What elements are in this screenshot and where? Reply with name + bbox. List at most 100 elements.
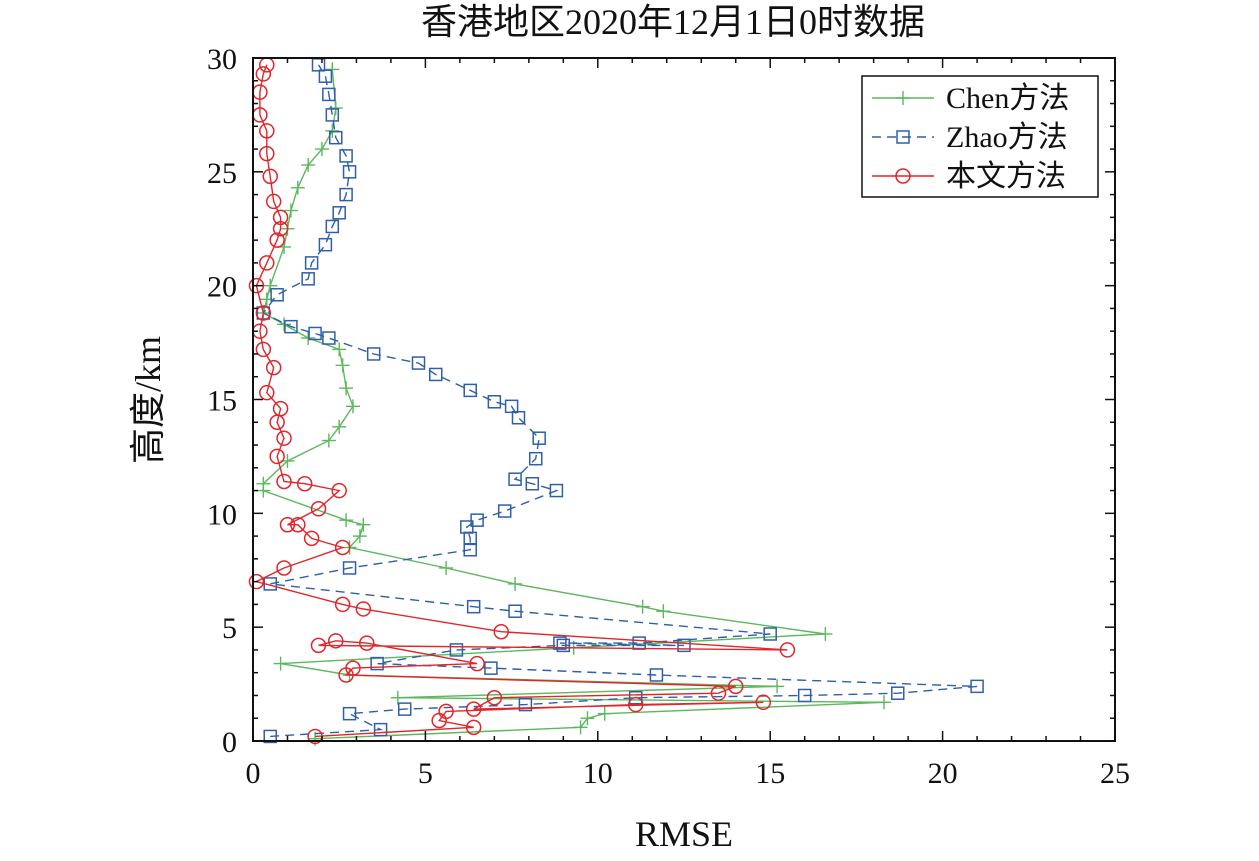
- y-tick-label: 5: [222, 612, 237, 645]
- series-1-point: [301, 331, 316, 346]
- series-2-point: [532, 431, 546, 445]
- series-3-point: [255, 66, 272, 82]
- series-2-point: [411, 356, 426, 370]
- series-3-point: [276, 430, 292, 446]
- series-2-point: [970, 679, 984, 694]
- series-1-point: [656, 604, 671, 619]
- series-2-point: [256, 306, 271, 320]
- series-3-point: [269, 448, 285, 465]
- series-1-point: [597, 706, 612, 721]
- series-2-point: [308, 326, 322, 341]
- series-2-point: [342, 706, 357, 721]
- legend-marker: [895, 168, 911, 184]
- series-2-point: [270, 288, 284, 302]
- series-2-point: [466, 599, 481, 614]
- series-2: [256, 58, 984, 744]
- series-3-point: [310, 501, 327, 517]
- legend-label: 本文方法: [946, 160, 1066, 193]
- series-2-point: [556, 638, 571, 653]
- y-tick-label: 20: [207, 271, 237, 304]
- series-3-point: [310, 637, 327, 654]
- series-2-point: [318, 237, 333, 252]
- series-2-point: [263, 729, 277, 744]
- series-1-line: [262, 69, 885, 740]
- series-3: [248, 57, 796, 745]
- series-1-point: [508, 576, 523, 591]
- legend-label: Chen方法: [946, 82, 1069, 115]
- series-2-point: [528, 451, 543, 466]
- series-3-point: [272, 221, 289, 237]
- series-3-point: [486, 689, 503, 706]
- series-3-point: [465, 701, 482, 717]
- y-tick-label: 25: [207, 157, 237, 190]
- series-3-point: [328, 633, 344, 649]
- series-3-point: [627, 696, 644, 713]
- chart-title: 香港地区2020年12月1日0时数据: [421, 2, 925, 42]
- series-1-point: [256, 476, 271, 491]
- series-2-point: [397, 702, 412, 716]
- x-axis-title: RMSE: [635, 814, 733, 854]
- series-1: [256, 62, 891, 746]
- series-2-point: [511, 410, 526, 425]
- series-1-point: [635, 599, 650, 614]
- series-1-point: [339, 381, 354, 396]
- series-1-point: [314, 142, 329, 157]
- series-1-point: [818, 626, 833, 641]
- x-tick-label: 10: [583, 757, 613, 790]
- series-3-point: [259, 123, 275, 139]
- series-1-point: [439, 560, 454, 575]
- series-2-point: [332, 206, 346, 220]
- series-2-point: [339, 187, 353, 202]
- series-2-point: [677, 638, 691, 653]
- y-tick-label: 15: [207, 385, 237, 418]
- series-1-point: [356, 517, 371, 532]
- series-3-point: [279, 516, 296, 533]
- series-3-point: [290, 516, 306, 533]
- series-2-point: [484, 661, 498, 675]
- series-2-point: [325, 219, 340, 234]
- series-3-point: [779, 642, 796, 658]
- series-1-point: [263, 278, 278, 293]
- series-2-point: [325, 108, 340, 122]
- series-2-point: [428, 367, 443, 382]
- legend-label: Zhao方法: [946, 121, 1068, 154]
- series-2-point: [460, 520, 474, 534]
- series-3-line: [254, 64, 788, 738]
- series-2-point: [628, 690, 643, 705]
- series-3-point: [272, 400, 289, 417]
- series-1-point: [277, 317, 292, 332]
- legend-marker: [896, 130, 910, 144]
- series-3-point: [259, 145, 275, 162]
- series-3-point: [296, 475, 313, 492]
- x-tick-label: 25: [1100, 757, 1130, 790]
- series-2-point: [366, 347, 381, 361]
- series-1-point: [580, 711, 595, 726]
- series-3-point: [755, 694, 772, 711]
- x-tick-label: 0: [246, 757, 261, 790]
- legend-item: Zhao方法: [872, 121, 1068, 154]
- series-3-point: [303, 530, 320, 547]
- series-3-point: [255, 305, 272, 321]
- series-3-point: [334, 596, 351, 613]
- x-tick-label: 5: [418, 757, 433, 790]
- series-2-point: [508, 604, 522, 618]
- series-2-point: [525, 476, 540, 491]
- series-2-point: [284, 319, 298, 334]
- x-tick-label: 20: [928, 757, 958, 790]
- series-2-point: [342, 561, 357, 575]
- series-1-point: [332, 342, 347, 357]
- series-2-point: [373, 722, 388, 737]
- series-1-point: [273, 656, 288, 671]
- legend-box: [861, 75, 1099, 198]
- series-3-point: [355, 601, 372, 617]
- series-1-point: [390, 690, 405, 705]
- y-tick-label: 30: [207, 43, 237, 76]
- series-1-point: [321, 433, 336, 448]
- series-3-point: [248, 277, 265, 294]
- legend-marker: [896, 91, 910, 105]
- y-axis-title: 高度/km: [128, 336, 168, 464]
- series-3-point: [334, 539, 351, 556]
- series-2-line: [262, 64, 978, 738]
- series-2-point: [497, 504, 512, 518]
- series-3-point: [265, 193, 282, 210]
